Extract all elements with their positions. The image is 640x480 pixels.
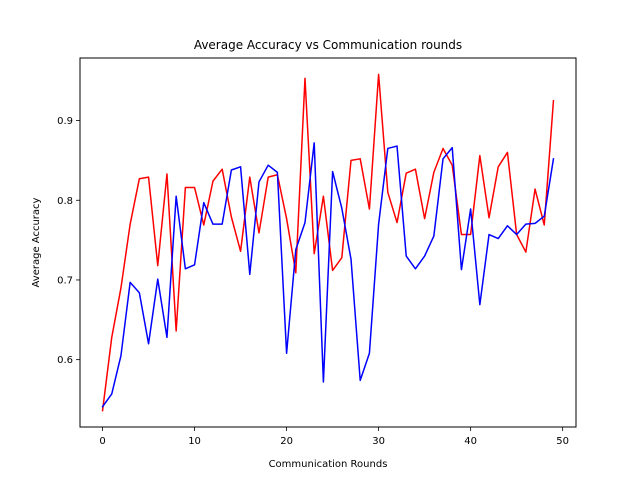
plot-area (80, 58, 576, 427)
x-tick-label: 30 (372, 436, 385, 447)
x-axis: 0 10 20 30 40 50 (99, 427, 569, 447)
series-line-1 (101, 73, 555, 412)
series-layer (101, 73, 555, 412)
y-tick-label: 0.9 (57, 116, 73, 127)
chart-title: Average Accuracy vs Communication rounds (194, 38, 462, 52)
x-axis-label: Communication Rounds (269, 459, 388, 470)
x-tick-label: 50 (556, 436, 569, 447)
y-tick-label: 0.7 (57, 275, 73, 286)
y-axis: 0.6 0.7 0.8 0.9 (57, 116, 80, 366)
y-tick-label: 0.6 (57, 355, 73, 366)
y-tick-label: 0.8 (57, 196, 73, 207)
plot-frame (79, 57, 577, 428)
x-tick-label: 10 (188, 436, 201, 447)
x-tick-label: 0 (99, 436, 105, 447)
x-tick-label: 20 (280, 436, 293, 447)
y-axis-label: Average Accuracy (31, 197, 42, 287)
series-line-2 (101, 142, 555, 408)
x-tick-label: 40 (464, 436, 477, 447)
